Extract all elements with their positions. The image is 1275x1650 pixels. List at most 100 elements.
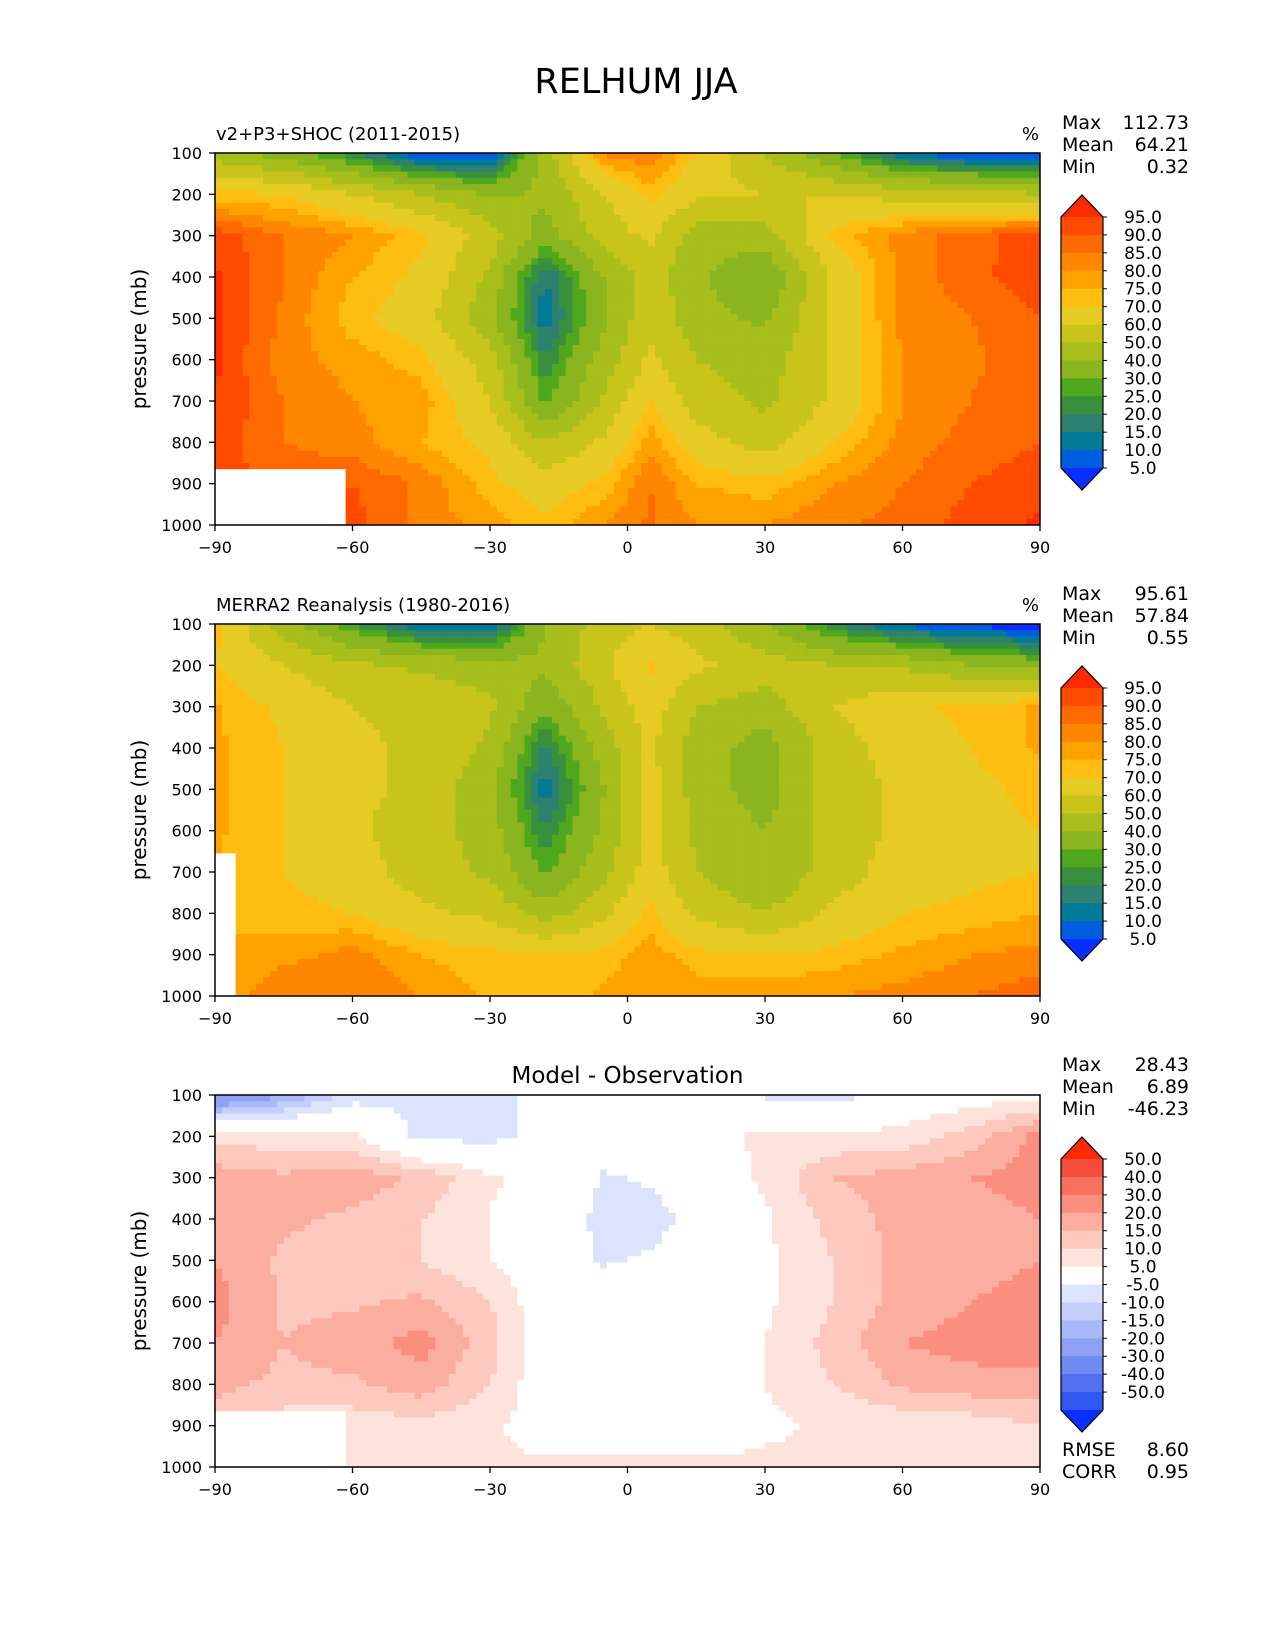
field-cell xyxy=(1012,308,1020,315)
field-cell xyxy=(600,301,608,309)
field-cell xyxy=(235,184,244,191)
field-cell xyxy=(593,190,601,197)
field-cell xyxy=(503,177,512,185)
field-cell xyxy=(386,301,395,309)
field-cell xyxy=(256,177,264,185)
field-cell xyxy=(1026,295,1034,303)
field-cell xyxy=(325,326,333,334)
field-cell xyxy=(723,233,732,241)
field-cell xyxy=(496,345,505,352)
field-cell xyxy=(249,283,257,290)
field-cell xyxy=(304,171,312,179)
field-cell xyxy=(923,215,931,222)
field-cell xyxy=(600,258,608,266)
field-cell xyxy=(730,171,739,179)
field-cell xyxy=(318,171,326,179)
field-cell xyxy=(270,208,278,216)
field-cell xyxy=(1005,388,1014,396)
field-cell xyxy=(930,177,938,185)
field-cell xyxy=(572,339,580,346)
field-cell xyxy=(297,301,305,309)
field-cell xyxy=(861,308,869,315)
field-cell xyxy=(627,332,635,340)
field-cell xyxy=(318,202,326,210)
field-cell xyxy=(345,171,354,179)
field-cell xyxy=(978,401,986,408)
field-cell xyxy=(909,258,917,266)
field-cell xyxy=(338,227,347,235)
field-cell xyxy=(538,184,546,191)
field-cell xyxy=(1033,308,1040,315)
field-cell xyxy=(304,394,312,402)
field-cell xyxy=(909,339,917,346)
field-cell xyxy=(448,227,457,235)
field-cell xyxy=(1026,326,1034,334)
field-cell xyxy=(325,289,333,297)
field-cell xyxy=(881,283,890,290)
field-cell xyxy=(936,227,945,235)
field-cell xyxy=(435,388,443,396)
field-cell xyxy=(785,196,794,204)
field-cell xyxy=(936,246,945,253)
field-cell xyxy=(985,227,993,235)
field-cell xyxy=(496,308,505,315)
field-cell xyxy=(441,289,450,297)
field-cell xyxy=(345,376,354,383)
field-cell xyxy=(737,401,745,408)
field-cell xyxy=(276,388,285,396)
field-cell xyxy=(366,153,374,160)
field-cell xyxy=(675,221,684,228)
field-cell xyxy=(943,252,952,259)
field-cell xyxy=(833,295,842,303)
field-cell xyxy=(943,277,952,284)
field-cell xyxy=(648,221,656,228)
field-cell xyxy=(710,351,718,359)
field-cell xyxy=(655,233,663,241)
field-cell xyxy=(868,370,876,377)
field-cell xyxy=(716,208,725,216)
field-cell xyxy=(235,401,244,408)
field-cell xyxy=(290,208,299,216)
field-cell xyxy=(441,171,450,179)
field-cell xyxy=(256,289,264,297)
field-cell xyxy=(1026,221,1034,228)
field-cell xyxy=(716,177,725,185)
field-cell xyxy=(510,295,519,303)
field-cell xyxy=(359,314,367,321)
field-cell xyxy=(820,320,828,328)
field-cell xyxy=(476,394,484,402)
field-cell xyxy=(758,233,766,241)
field-cell xyxy=(655,320,663,328)
field-cell xyxy=(909,202,917,210)
field-cell xyxy=(373,239,381,247)
field-cell xyxy=(888,394,897,402)
field-cell xyxy=(503,332,512,340)
field-cell xyxy=(1033,270,1040,278)
field-cell xyxy=(888,351,897,359)
field-cell xyxy=(352,221,360,228)
field-cell xyxy=(703,239,711,247)
field-cell xyxy=(943,208,952,216)
field-cell xyxy=(648,165,656,173)
field-cell xyxy=(441,339,450,346)
field-cell xyxy=(888,177,897,185)
field-cell xyxy=(833,221,842,228)
field-cell xyxy=(930,233,938,241)
field-cell xyxy=(710,190,718,197)
field-cell xyxy=(421,363,429,371)
field-cell xyxy=(655,221,663,228)
field-cell xyxy=(751,357,759,365)
field-cell xyxy=(985,202,993,210)
field-cell xyxy=(840,177,849,185)
field-cell xyxy=(909,208,917,216)
field-cell xyxy=(771,289,780,297)
field-cell xyxy=(655,208,663,216)
field-cell xyxy=(868,202,876,210)
field-cell xyxy=(868,221,876,228)
field-cell xyxy=(868,264,876,272)
field-cell xyxy=(263,221,271,228)
field-cell xyxy=(373,227,381,235)
field-cell xyxy=(345,370,354,377)
field-cell xyxy=(895,184,904,191)
field-cell xyxy=(792,283,800,290)
